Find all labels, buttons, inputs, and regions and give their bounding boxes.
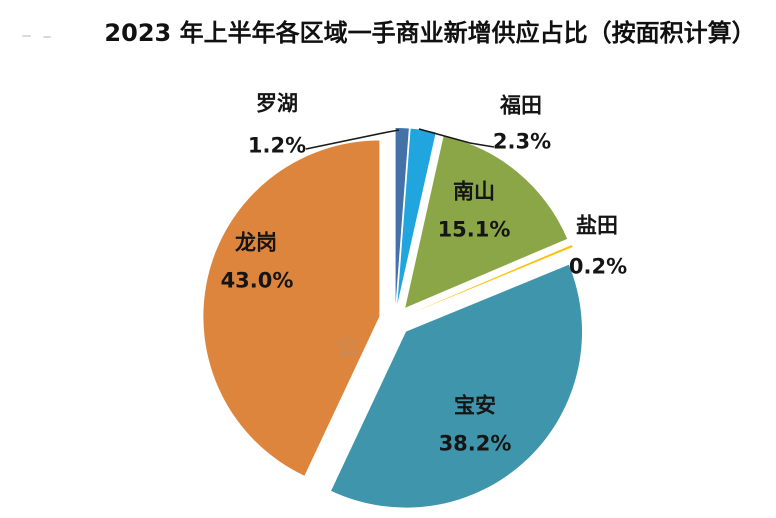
chart-title: 2023 年上半年各区域一手商业新增供应占比（按面积计算）: [104, 19, 756, 47]
slice-value-luohu: 1.2%: [247, 133, 307, 158]
slice-label-yantian: 盐田: [576, 213, 618, 238]
slice-label-baoan: 宝安: [454, 393, 496, 418]
pie-slice-nanshan: [405, 135, 568, 308]
slice-label-longgang: 龙岗: [235, 230, 277, 255]
artifact-speck: [43, 36, 51, 38]
slice-label-nanshan: 南山: [453, 179, 495, 204]
slice-label-luohu: 罗湖: [256, 91, 298, 116]
artifact-speck: [22, 35, 31, 37]
pie-slice-luohu: [395, 128, 409, 305]
pie-slice-longgang: [203, 140, 380, 476]
pie-slices: [203, 128, 583, 508]
pie-slice-futian: [397, 128, 436, 305]
leader-line-luohu: [305, 129, 400, 150]
leader-line-futian: [418, 128, 495, 148]
slice-value-futian: 2.3%: [492, 129, 552, 154]
pie-slice-baoan: [331, 264, 583, 508]
pie-slice-yantian: [409, 244, 573, 314]
slice-value-baoan: 38.2%: [438, 431, 512, 456]
leader-lines: [305, 128, 495, 150]
slice-value-yantian: 0.2%: [568, 254, 628, 279]
slice-value-longgang: 43.0%: [220, 268, 294, 293]
slice-label-futian: 福田: [500, 93, 542, 118]
slice-value-nanshan: 15.1%: [437, 217, 511, 242]
